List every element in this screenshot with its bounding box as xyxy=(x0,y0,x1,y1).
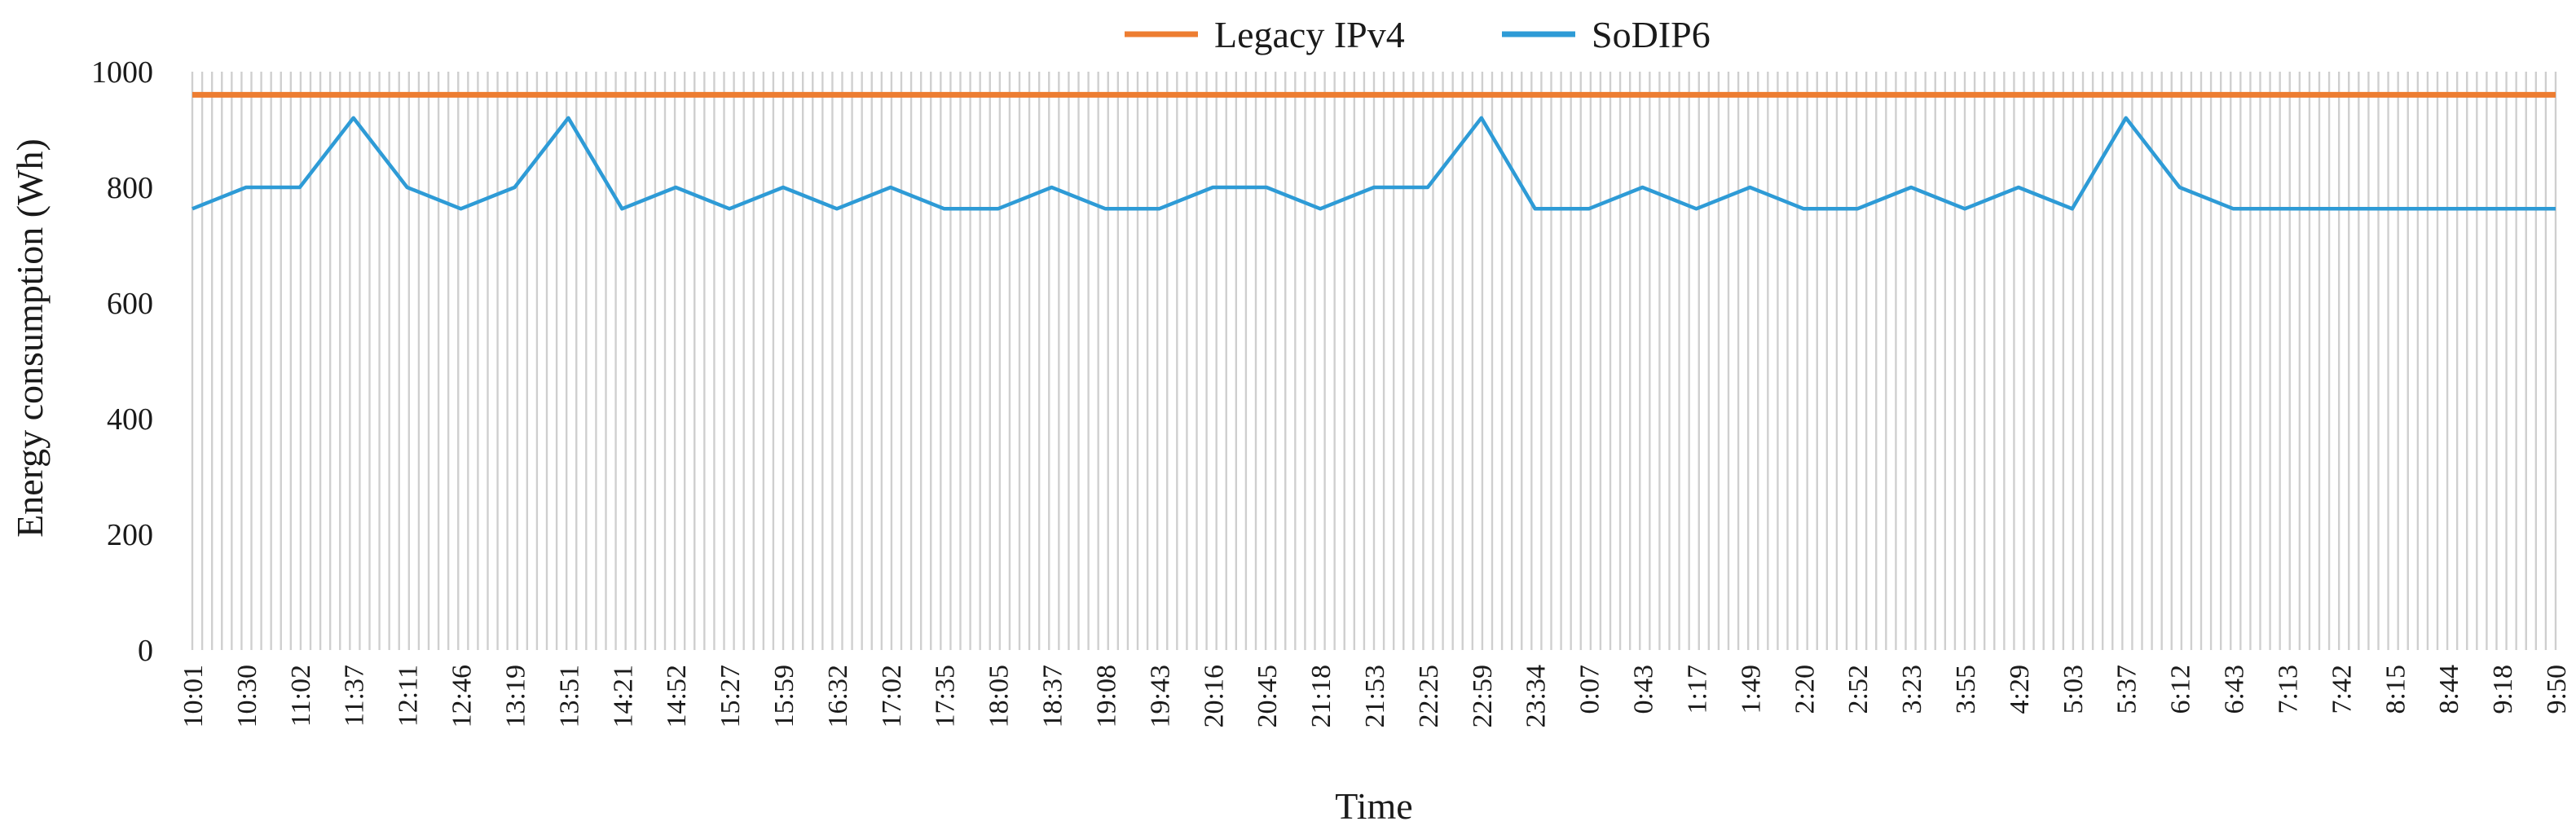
x-tick-label: 20:45 xyxy=(1253,665,1283,727)
y-tick-label: 0 xyxy=(138,634,153,668)
x-tick-label: 1:49 xyxy=(1736,665,1766,714)
y-axis-title: Energy consumption (Wh) xyxy=(9,138,51,538)
x-tick-label: 13:19 xyxy=(500,665,531,727)
series-lines xyxy=(192,91,2556,211)
y-tick-label: 600 xyxy=(107,287,153,321)
x-tick-label: 10:30 xyxy=(232,665,262,727)
y-tick-label: 200 xyxy=(107,518,153,552)
x-tick-label: 6:43 xyxy=(2220,665,2250,714)
x-tick-label: 3:55 xyxy=(1951,665,1981,714)
x-tick-label: 18:05 xyxy=(984,665,1015,727)
x-tick-label: 1:17 xyxy=(1682,665,1712,714)
legend-label-legacy-ipv4: Legacy IPv4 xyxy=(1214,14,1405,55)
x-tick-label: 7:42 xyxy=(2327,665,2357,714)
x-tick-label: 21:18 xyxy=(1306,665,1336,727)
x-tick-label: 11:37 xyxy=(340,665,370,727)
x-tick-label: 11:02 xyxy=(286,665,316,727)
x-tick-label: 14:21 xyxy=(608,665,638,727)
x-tick-label: 8:44 xyxy=(2434,665,2464,714)
x-tick-label: 6:12 xyxy=(2166,665,2196,714)
legend-label-sodip6: SoDIP6 xyxy=(1592,14,1711,55)
x-tick-label: 5:37 xyxy=(2112,665,2142,714)
y-tick-label: 1000 xyxy=(91,55,153,90)
x-tick-label: 9:50 xyxy=(2542,665,2572,714)
x-tick-label: 4:29 xyxy=(2005,665,2035,714)
x-tick-label: 12:46 xyxy=(447,665,478,727)
x-tick-label: 16:32 xyxy=(823,665,853,727)
x-tick-label: 8:15 xyxy=(2380,665,2411,714)
x-tick-label: 19:43 xyxy=(1145,665,1175,727)
y-axis-ticks: 0 200 400 600 800 1000 xyxy=(91,55,153,668)
x-tick-label: 15:59 xyxy=(769,665,799,727)
x-tick-label: 0:07 xyxy=(1575,665,1605,714)
x-tick-label: 13:51 xyxy=(554,665,584,727)
x-tick-label: 2:20 xyxy=(1790,665,1820,714)
x-tick-label: 15:27 xyxy=(716,665,746,727)
gridlines xyxy=(191,72,2557,650)
x-tick-label: 17:02 xyxy=(877,665,907,727)
x-tick-label: 7:13 xyxy=(2273,665,2303,714)
x-tick-label: 19:08 xyxy=(1091,665,1121,727)
x-tick-label: 12:11 xyxy=(394,665,424,727)
x-tick-label: 20:16 xyxy=(1199,665,1229,727)
x-tick-label: 22:25 xyxy=(1414,665,1444,727)
x-tick-label: 17:35 xyxy=(931,665,961,727)
x-tick-label: 0:43 xyxy=(1629,665,1659,714)
x-tick-label: 2:52 xyxy=(1843,665,1874,714)
x-tick-label: 22:59 xyxy=(1468,665,1498,727)
x-tick-label: 21:53 xyxy=(1360,665,1390,727)
y-tick-label: 800 xyxy=(107,171,153,205)
x-tick-label: 9:18 xyxy=(2488,665,2518,714)
x-tick-label: 5:03 xyxy=(2059,665,2089,714)
x-tick-label: 10:01 xyxy=(178,665,209,727)
x-tick-label: 23:34 xyxy=(1521,665,1552,727)
x-axis-title: Time xyxy=(1335,785,1412,827)
x-tick-label: 3:23 xyxy=(1897,665,1927,714)
x-tick-label: 18:37 xyxy=(1038,665,1068,727)
legend: Legacy IPv4 SoDIP6 xyxy=(1125,14,1711,55)
y-tick-label: 400 xyxy=(107,402,153,437)
x-axis-ticks: 10:01 10:30 11:02 11:37 12:11 12:46 13:19 13:51… xyxy=(178,665,2572,727)
x-tick-label: 14:52 xyxy=(662,665,692,727)
